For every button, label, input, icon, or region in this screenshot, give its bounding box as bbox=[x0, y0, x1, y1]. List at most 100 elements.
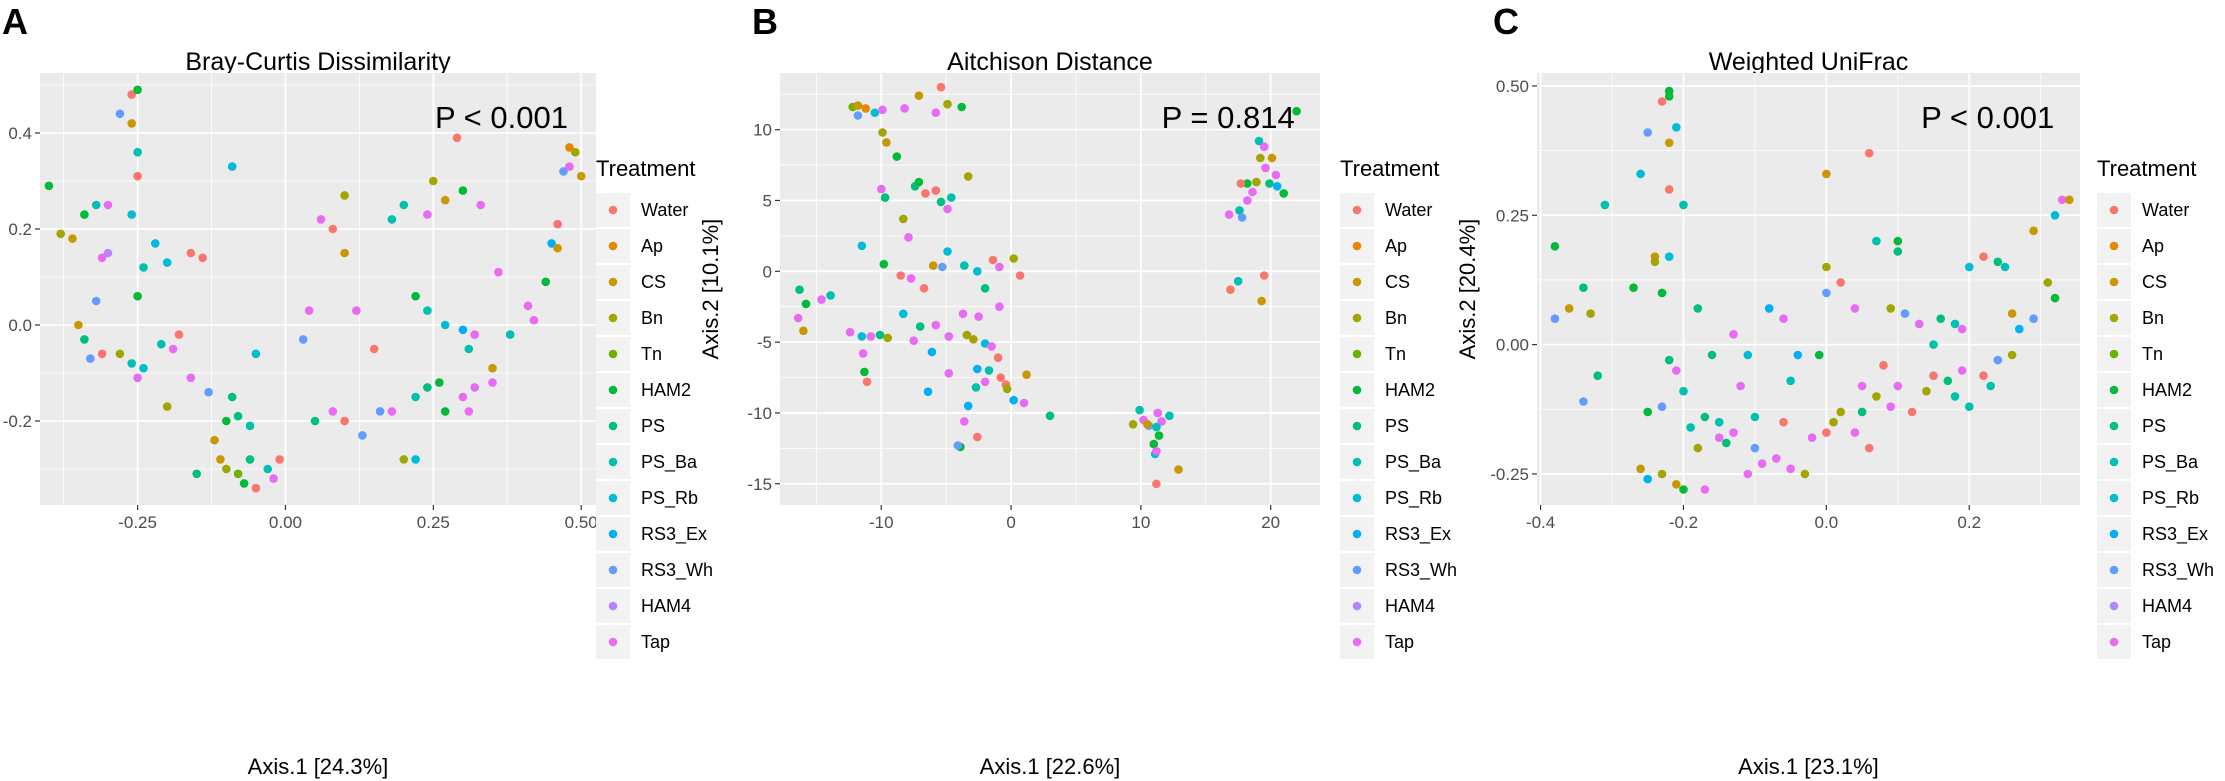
data-point-rs3_ex bbox=[1764, 304, 1774, 313]
data-point-ap bbox=[861, 104, 870, 113]
data-point-ps bbox=[1693, 304, 1703, 313]
data-point-bn bbox=[899, 214, 908, 224]
legend-key-dot bbox=[1352, 493, 1362, 503]
legend-item-ps_rb: PS_Rb bbox=[2097, 481, 2199, 515]
data-point-ps_ba bbox=[464, 344, 474, 354]
legend-item-bn: Bn bbox=[1340, 301, 1407, 335]
x-axis-title: Axis.1 [24.3%] bbox=[248, 754, 389, 779]
data-point-ham2 bbox=[222, 416, 231, 426]
data-point-water bbox=[919, 284, 929, 293]
data-point-cs bbox=[216, 455, 225, 464]
legend-label: Ap bbox=[1385, 236, 1407, 256]
data-point-water bbox=[198, 253, 207, 263]
data-point-water bbox=[1979, 371, 1988, 381]
data-point-bn bbox=[340, 191, 349, 200]
data-point-tap bbox=[1152, 446, 1161, 456]
legend-label: Ap bbox=[641, 236, 663, 256]
data-point-ps bbox=[1265, 179, 1274, 188]
legend-item-rs3_ex: RS3_Ex bbox=[2097, 517, 2208, 551]
data-point-ham2 bbox=[440, 407, 450, 416]
plot-background bbox=[40, 73, 596, 505]
data-point-water bbox=[1907, 407, 1917, 417]
data-point-ps bbox=[1045, 411, 1055, 421]
data-point-cs bbox=[127, 119, 136, 128]
data-point-ham4 bbox=[103, 248, 113, 258]
legend-item-ps: PS bbox=[2097, 409, 2166, 443]
data-point-tap bbox=[423, 210, 432, 219]
data-point-ps_ba bbox=[387, 215, 397, 224]
data-point-ps bbox=[227, 392, 237, 402]
data-point-ps_ba bbox=[505, 330, 515, 339]
legend-item-water: Water bbox=[596, 193, 688, 227]
data-point-ps bbox=[192, 469, 201, 479]
legend-key-dot bbox=[608, 205, 618, 215]
data-point-rs3_ex bbox=[1009, 395, 1018, 405]
data-point-tap bbox=[931, 320, 941, 330]
data-point-ps_ba bbox=[1786, 376, 1795, 386]
x-tick-label: -0.4 bbox=[1526, 513, 1555, 532]
data-point-bn bbox=[1002, 384, 1012, 394]
legend-item-ham4: HAM4 bbox=[2097, 589, 2192, 623]
legend-title: Treatment bbox=[1340, 156, 1439, 181]
data-point-bn bbox=[1872, 392, 1881, 401]
data-point-rs3_wh bbox=[559, 167, 568, 176]
legend-label: HAM2 bbox=[1385, 380, 1435, 400]
data-point-tap bbox=[995, 302, 1004, 312]
data-point-tap bbox=[186, 373, 196, 383]
data-point-ham2 bbox=[133, 291, 142, 301]
data-point-tap bbox=[904, 233, 913, 242]
data-point-tap bbox=[168, 344, 178, 354]
legend-item-tap: Tap bbox=[1340, 625, 1414, 659]
data-point-tap bbox=[1914, 319, 1924, 329]
y-tick-label: 0.50 bbox=[1496, 77, 1529, 96]
data-point-ham2 bbox=[44, 181, 54, 191]
data-point-ps_ba bbox=[1750, 412, 1760, 422]
data-point-cs bbox=[1267, 153, 1277, 163]
legend-key-dot bbox=[608, 493, 618, 503]
data-point-tap bbox=[523, 301, 533, 311]
data-point-tap bbox=[387, 407, 397, 416]
data-point-bn bbox=[1657, 469, 1667, 479]
p-value-annotation: P = 0.814 bbox=[1162, 100, 1295, 135]
data-point-ps bbox=[1707, 350, 1717, 360]
data-point-ps_rb bbox=[943, 247, 952, 256]
data-point-ham2 bbox=[914, 177, 924, 187]
data-point-ps_ba bbox=[127, 359, 136, 368]
legend-label: Tap bbox=[1385, 632, 1414, 652]
data-point-tap bbox=[1157, 417, 1166, 426]
legend-label: HAM4 bbox=[641, 596, 691, 616]
data-point-bn bbox=[1128, 420, 1138, 429]
data-point-tap bbox=[987, 342, 996, 351]
data-point-tap bbox=[878, 105, 887, 115]
data-point-ps_ba bbox=[91, 200, 101, 210]
y-tick-label: -0.25 bbox=[1490, 465, 1529, 484]
data-point-water bbox=[1226, 285, 1235, 295]
data-point-ps_rb bbox=[440, 320, 450, 330]
data-point-cs bbox=[210, 435, 219, 445]
legend-key-dot bbox=[2109, 313, 2119, 323]
data-point-rs3_wh bbox=[938, 262, 947, 272]
data-point-ps_ba bbox=[1872, 236, 1881, 246]
data-point-ps_rb bbox=[227, 162, 237, 171]
data-point-cs bbox=[576, 171, 586, 181]
data-point-rs3_ex bbox=[1793, 350, 1803, 360]
data-point-tap bbox=[1807, 433, 1817, 443]
legend-key-dot bbox=[2109, 205, 2119, 215]
legend-label: CS bbox=[2142, 272, 2167, 292]
data-point-ps_ba bbox=[826, 291, 835, 300]
data-point-tap bbox=[1729, 428, 1738, 437]
panel-letter: A bbox=[2, 1, 28, 42]
legend-label: Water bbox=[1385, 200, 1432, 220]
legend-key-dot bbox=[608, 241, 618, 251]
data-point-cs bbox=[882, 138, 891, 147]
data-point-rs3_wh bbox=[1822, 288, 1831, 298]
y-tick-label: -5 bbox=[757, 333, 772, 352]
legend-key-dot bbox=[608, 385, 618, 395]
y-tick-label: 0 bbox=[763, 262, 772, 281]
data-point-tap bbox=[1736, 381, 1745, 391]
data-point-cs bbox=[1636, 464, 1645, 474]
data-point-water bbox=[1822, 428, 1831, 437]
data-point-ham2 bbox=[801, 299, 811, 309]
legend-item-rs3_ex: RS3_Ex bbox=[1340, 517, 1451, 551]
legend-item-cs: CS bbox=[1340, 265, 1410, 299]
